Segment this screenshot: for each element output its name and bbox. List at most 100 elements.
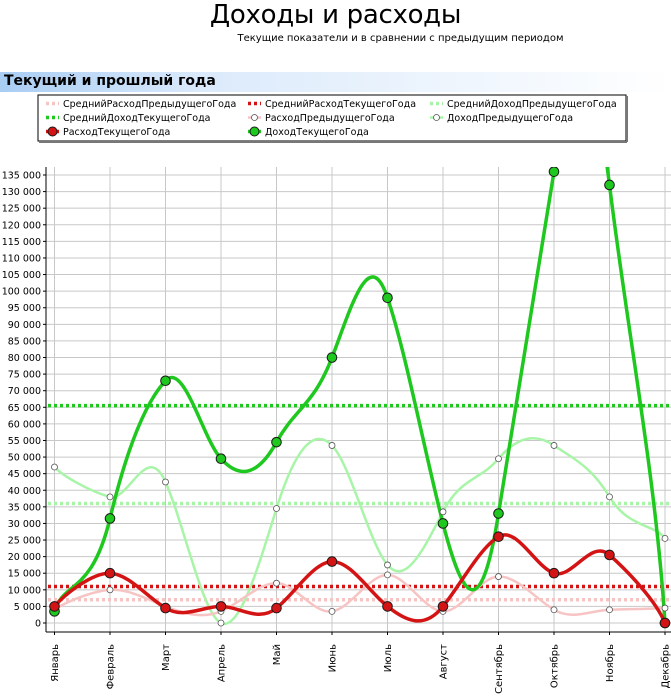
y-tick-label: 85 000 xyxy=(8,336,41,347)
data-point-расходтекущегогода xyxy=(49,601,60,612)
data-point-доходпредыдущегогода xyxy=(384,561,391,569)
legend-label: СреднийРасходПредыдущегоГода xyxy=(63,99,236,110)
series-line-доходпредыдущегогода xyxy=(53,437,667,626)
legend-label: РасходПредыдущегоГода xyxy=(265,113,395,124)
x-tick-label: Октябрь xyxy=(550,644,561,688)
y-tick-label: 95 000 xyxy=(8,303,41,314)
y-tick-label: 100 000 xyxy=(2,287,41,298)
data-point-доходтекущегогода xyxy=(382,292,393,304)
y-tick-label: 45 000 xyxy=(8,469,41,480)
y-tick-label: 65 000 xyxy=(8,403,41,414)
data-point-доходтекущегогода xyxy=(326,352,338,363)
y-tick-label: 20 000 xyxy=(8,552,41,563)
legend-item-расходтекущегогода: РасходТекущегоГода xyxy=(46,126,170,138)
x-tick-label: Январь xyxy=(50,644,61,682)
data-point-доходтекущегогода xyxy=(104,513,116,524)
legend-marker xyxy=(249,126,260,137)
data-point-доходпредыдущегогода xyxy=(273,505,280,512)
y-tick-label: 110 000 xyxy=(2,253,41,264)
y-tick-label: 80 000 xyxy=(8,353,41,364)
x-tick-label: Март xyxy=(161,644,172,671)
data-point-расходпредыдущегогода xyxy=(328,607,336,615)
data-point-расходтекущегогода xyxy=(326,556,338,567)
y-tick-label: 120 000 xyxy=(2,220,41,231)
data-point-расходпредыдущегогода xyxy=(106,586,114,594)
x-tick-label: Июнь xyxy=(328,644,339,672)
section-header-bar: Текущий и прошлый года xyxy=(0,72,671,92)
data-point-доходтекущегогода xyxy=(271,436,282,448)
x-tick-label: Декабрь xyxy=(661,644,671,689)
y-tick-label: 40 000 xyxy=(8,486,41,497)
y-tick-label: 55 000 xyxy=(8,436,41,447)
y-tick-label: 105 000 xyxy=(2,270,41,281)
data-point-доходпредыдущегогода xyxy=(51,463,58,471)
y-tick-label: 60 000 xyxy=(8,419,41,430)
data-point-доходтекущегогода xyxy=(548,167,560,177)
x-tick-label: Сентябрь xyxy=(494,644,505,694)
data-point-доходтекущегогода xyxy=(215,453,227,465)
data-point-доходтекущегогода xyxy=(160,375,171,387)
data-point-доходтекущегогода xyxy=(437,518,449,529)
legend-label: СреднийДоходТекущегоГода xyxy=(63,113,210,124)
data-point-доходпредыдущегогода xyxy=(661,534,669,542)
y-tick-label: 50 000 xyxy=(8,453,41,464)
data-point-расходтекущегогода xyxy=(659,617,671,629)
legend-item-среднийдоходтекущегогода: СреднийДоходТекущегоГода xyxy=(46,113,210,124)
data-point-расходпредыдущегогода xyxy=(273,579,280,587)
legend-item-доходтекущегогода: ДоходТекущегоГода xyxy=(248,126,369,138)
y-tick-label: 90 000 xyxy=(8,320,41,331)
x-tick-label: Июль xyxy=(383,644,394,672)
legend-item-доходпредыдущегогода: ДоходПредыдущегоГода xyxy=(430,113,573,124)
series-line-расходтекущегогода xyxy=(52,533,667,625)
data-point-расходпредыдущегогода xyxy=(384,571,391,579)
legend-label: СреднийРасходТекущегоГода xyxy=(265,99,416,110)
legend-marker xyxy=(433,114,440,121)
data-point-доходпредыдущегогода xyxy=(106,493,114,501)
legend-marker xyxy=(47,126,58,137)
data-point-доходпредыдущегогода xyxy=(550,442,558,449)
x-tick-label: Февраль xyxy=(106,644,117,690)
y-tick-label: 0 xyxy=(35,619,41,630)
y-tick-label: 30 000 xyxy=(8,519,41,530)
y-tick-label: 125 000 xyxy=(2,204,41,215)
y-tick-label: 75 000 xyxy=(8,370,41,381)
legend-item-среднийдоходпредыдущегогода: СреднийДоходПредыдущегоГода xyxy=(430,99,617,110)
data-point-доходпредыдущегогода xyxy=(162,478,169,486)
page-subtitle: Текущие показатели и в сравнении с преды… xyxy=(237,33,564,44)
y-tick-label: 15 000 xyxy=(8,569,41,580)
x-tick-label: Ноябрь xyxy=(605,644,616,682)
legend-item-расходпредыдущегогода: РасходПредыдущегоГода xyxy=(248,113,395,124)
y-tick-label: 10 000 xyxy=(8,585,41,596)
section-title: Текущий и прошлый года xyxy=(4,73,216,89)
legend-label: ДоходТекущегоГода xyxy=(265,127,369,138)
data-point-доходтекущегогода xyxy=(604,179,615,191)
data-point-расходпредыдущегогода xyxy=(606,606,613,614)
data-point-расходтекущегогода xyxy=(604,549,615,561)
y-tick-label: 130 000 xyxy=(2,187,41,198)
page-title: Доходы и расходы xyxy=(209,0,462,30)
y-tick-label: 5 000 xyxy=(14,602,41,613)
data-point-расходпредыдущегогода xyxy=(550,606,558,614)
data-point-расходтекущегогода xyxy=(382,601,393,612)
data-point-расходтекущегогода xyxy=(104,567,116,579)
legend-label: ДоходПредыдущегоГода xyxy=(447,113,573,124)
y-tick-label: 35 000 xyxy=(8,502,41,513)
legend-marker xyxy=(251,114,258,121)
data-point-расходпредыдущегогода xyxy=(661,604,669,612)
data-point-расходтекущегогода xyxy=(271,602,282,614)
data-point-доходтекущегогода xyxy=(493,508,504,519)
legend-item-среднийрасходтекущегогода: СреднийРасходТекущегоГода xyxy=(248,99,416,110)
data-point-расходтекущегогода xyxy=(493,531,504,543)
data-point-доходпредыдущегогода xyxy=(495,455,502,463)
data-point-расходтекущегогода xyxy=(548,567,560,579)
x-axis: Январь Февраль Март Апрель Май Июнь Июль Август… xyxy=(50,632,671,694)
y-tick-label: 25 000 xyxy=(8,536,41,547)
x-tick-label: Апрель xyxy=(217,644,228,682)
data-point-доходпредыдущегогода xyxy=(328,442,336,449)
data-point-расходпредыдущегогода xyxy=(495,573,502,580)
y-tick-label: 115 000 xyxy=(2,237,41,248)
y-axis: 0 5 000 10 000 15 000 20 000 25 000 30 000 35 0… xyxy=(2,171,46,630)
plot-area xyxy=(48,167,671,629)
data-point-доходпредыдущегогода xyxy=(606,493,613,501)
